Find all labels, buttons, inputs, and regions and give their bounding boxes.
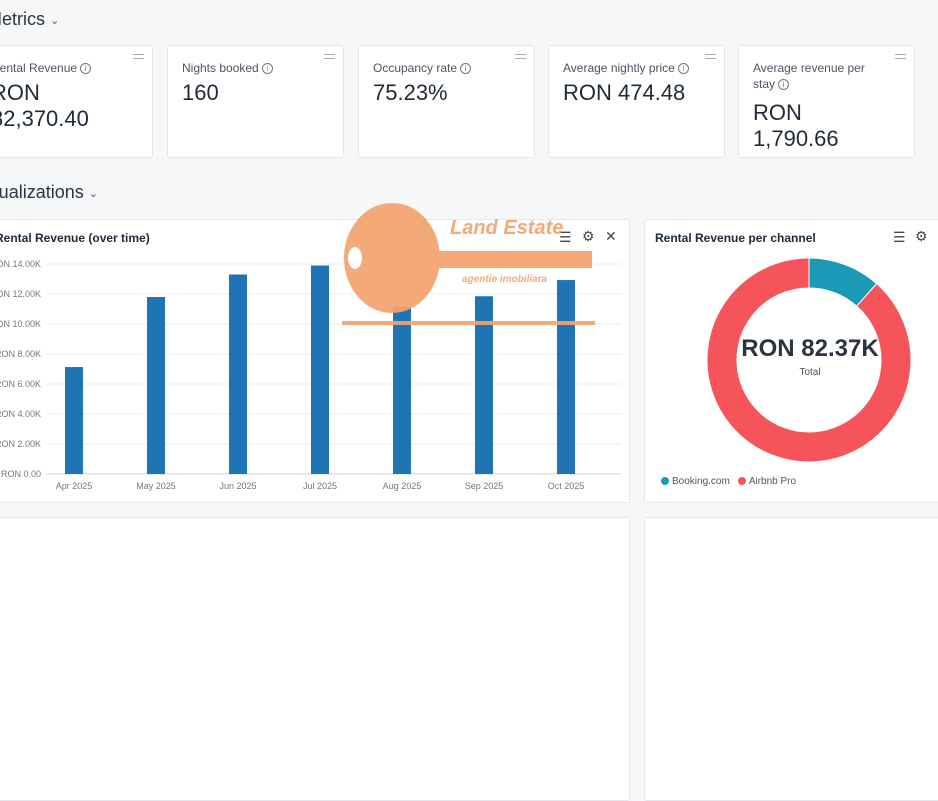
bar[interactable] xyxy=(311,265,329,475)
metric-card: Average nightly price i RON 474.48 xyxy=(548,45,725,158)
x-tick-label: May 2025 xyxy=(136,481,176,491)
key-icon xyxy=(342,203,595,325)
drag-handle-icon[interactable] xyxy=(515,54,526,59)
bar[interactable] xyxy=(229,274,247,475)
drag-handle-icon[interactable] xyxy=(895,54,906,59)
metric-title: Nights booked i xyxy=(182,60,312,76)
panel-below xyxy=(0,517,630,801)
metric-title: Average revenue per stay i xyxy=(753,61,865,91)
metric-card: Average revenue per stay i RON 1,790.66 xyxy=(738,45,915,158)
bar-chart: RON 0.00 RON 2.00K RON 4.00K RON 6.00K RON 8… xyxy=(0,259,621,491)
info-icon[interactable]: i xyxy=(261,63,273,75)
drag-handle-icon[interactable] xyxy=(705,54,716,59)
legend-dot-icon xyxy=(661,477,669,486)
bar[interactable] xyxy=(147,297,165,474)
metric-value: 75.23% xyxy=(373,80,448,105)
info-icon[interactable]: i xyxy=(677,63,689,75)
donut-center-label: Total xyxy=(799,367,821,378)
watermark-tagline: agentie imobiliara xyxy=(462,274,548,285)
donut-slice[interactable] xyxy=(706,257,912,463)
x-tick-label: Oct 2025 xyxy=(548,481,585,491)
chevron-down-icon: ⌄ xyxy=(88,187,98,200)
metric-card: Occupancy rate i 75.23% xyxy=(358,45,535,158)
watermark-logo: Land Estate agentie imobiliara xyxy=(342,203,602,328)
watermark-brand: Land Estate xyxy=(450,217,564,239)
legend-dot-icon xyxy=(737,477,746,486)
donut-chart-panel: Rental Revenue per channel ☰ ⚙ RON 82.37… xyxy=(644,219,938,503)
metric-card: Nights booked i 160 xyxy=(167,45,344,158)
legend-item[interactable]: Airbnb Pro xyxy=(737,476,796,487)
metric-title: Occupancy rate i xyxy=(373,60,503,76)
gear-icon[interactable]: ⚙ xyxy=(582,228,595,244)
chevron-down-icon: ⌄ xyxy=(50,14,60,27)
menu-icon[interactable]: ☰ xyxy=(893,229,906,245)
bar[interactable] xyxy=(475,296,493,474)
drag-handle-icon[interactable] xyxy=(133,54,144,59)
bar[interactable] xyxy=(65,367,83,474)
x-tick-label: Aug 2025 xyxy=(383,481,422,491)
metric-value: RON 82,370.40 xyxy=(0,80,89,131)
drag-handle-icon[interactable] xyxy=(324,54,335,59)
x-tick-label: Jun 2025 xyxy=(219,481,256,491)
menu-icon[interactable]: ☰ xyxy=(559,229,572,245)
panel-title: Rental Revenue per channel xyxy=(655,231,816,245)
metric-value: RON 474.48 xyxy=(563,80,686,105)
visualizations-section-header[interactable]: Visualizations⌄ xyxy=(0,182,98,202)
info-icon[interactable]: i xyxy=(80,63,92,75)
y-tick-label: RON 14.00K xyxy=(0,259,41,269)
donut-chart xyxy=(706,257,912,463)
y-tick-label: RON 12.00K xyxy=(0,289,41,299)
metric-value: RON 1,790.66 xyxy=(753,100,839,151)
bar[interactable] xyxy=(557,280,575,474)
metric-title: Average nightly price i xyxy=(563,60,693,76)
gear-icon[interactable]: ⚙ xyxy=(915,228,928,244)
chart-legend: Booking.com Airbnb Pro xyxy=(661,476,804,487)
x-tick-label: Jul 2025 xyxy=(303,481,337,491)
y-tick-label: RON 4.00K xyxy=(0,409,41,419)
info-icon[interactable]: i xyxy=(460,63,472,75)
donut-center-value: RON 82.37K xyxy=(741,335,879,362)
panel-below xyxy=(644,517,938,801)
x-tick-label: Sep 2025 xyxy=(465,481,504,491)
panel-title: Rental Revenue (over time) xyxy=(0,231,150,245)
info-icon[interactable]: i xyxy=(778,79,790,91)
y-tick-label: RON 8.00K xyxy=(0,349,41,359)
close-icon[interactable]: ✕ xyxy=(605,228,617,244)
legend-item[interactable]: Booking.com xyxy=(661,476,730,487)
bar[interactable] xyxy=(393,307,411,474)
y-tick-label: RON 6.00K xyxy=(0,379,41,389)
metric-value: 160 xyxy=(182,80,219,105)
y-tick-label: RON 0.00 xyxy=(1,469,41,479)
y-tick-label: RON 10.00K xyxy=(0,319,41,329)
metrics-section-header[interactable]: Metrics⌄ xyxy=(0,9,60,29)
x-tick-label: Apr 2025 xyxy=(56,481,93,491)
y-tick-label: RON 2.00K xyxy=(0,439,41,449)
